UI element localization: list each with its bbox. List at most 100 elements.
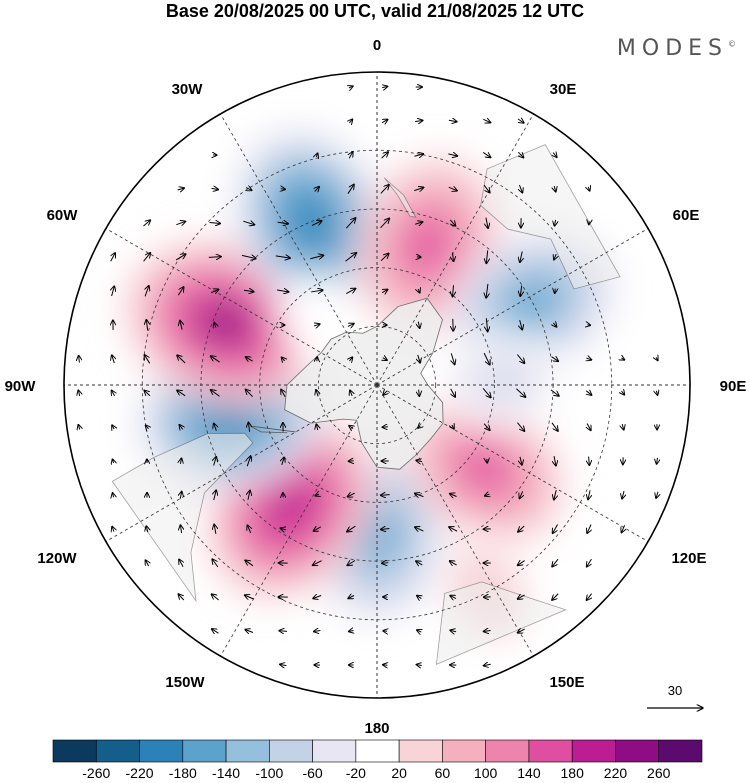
colorbar: -260 -220 -180 -140 -100 -60 -20 20 60 100 140 180 2… xyxy=(52,739,703,781)
colorbar-tick-label: 140 xyxy=(517,765,541,781)
wind-vector xyxy=(112,355,115,364)
colorbar-tick-label: -60 xyxy=(302,765,322,781)
colorbar-tick-label: -100 xyxy=(255,765,283,781)
wind-vector xyxy=(587,325,590,326)
colorbar-swatch xyxy=(355,739,400,763)
wind-vector xyxy=(550,389,559,396)
wind-vector xyxy=(450,595,457,598)
wind-vector xyxy=(280,528,286,530)
anomaly-high-55e xyxy=(464,450,505,489)
wind-vector xyxy=(143,220,150,227)
africa-landmass xyxy=(435,581,567,666)
wind-vector xyxy=(587,423,591,430)
lon-label-120e: 120E xyxy=(671,550,706,567)
brand-name: MODES xyxy=(616,36,728,61)
wind-vector xyxy=(415,493,424,496)
wind-vector xyxy=(180,491,182,499)
colorbar-tick-label: 20 xyxy=(391,765,407,781)
wind-vector xyxy=(417,595,422,598)
wind-vector xyxy=(210,289,219,292)
wind-vector xyxy=(519,184,522,193)
wind-vector xyxy=(312,561,322,566)
wind-vector xyxy=(277,222,289,224)
wind-vector xyxy=(316,424,317,431)
wind-vector xyxy=(144,390,151,395)
colorbar-swatch xyxy=(528,739,573,763)
colorbar-swatch xyxy=(52,739,97,763)
wind-vector xyxy=(350,390,352,396)
south-america-landmass xyxy=(111,432,254,603)
wind-vector xyxy=(347,324,354,327)
wind-vector xyxy=(552,593,559,600)
wind-vector xyxy=(587,524,591,534)
wind-vector xyxy=(245,357,253,361)
wind-vector xyxy=(245,560,254,567)
wind-vector xyxy=(622,423,624,430)
wind-vector xyxy=(519,491,522,498)
wind-vector xyxy=(78,390,79,397)
wind-vector xyxy=(175,254,186,261)
wind-vector xyxy=(518,525,525,532)
wind-vector xyxy=(145,286,149,297)
lon-label-60w: 60W xyxy=(47,207,79,224)
wind-vector xyxy=(383,665,388,666)
colorbar-swatch xyxy=(442,739,486,763)
wind-vector xyxy=(417,630,422,632)
wind-vector xyxy=(483,352,490,365)
wind-vector xyxy=(448,187,457,191)
wind-vector xyxy=(214,322,216,327)
wind-vector xyxy=(482,152,490,157)
antarctic-peninsula xyxy=(250,425,296,434)
wind-vector xyxy=(380,253,389,262)
wind-vector xyxy=(112,459,113,463)
wind-vector xyxy=(656,491,658,499)
wind-vector xyxy=(451,388,456,397)
wind-vector xyxy=(311,290,323,292)
wind-vector xyxy=(180,458,181,464)
wind-vector xyxy=(419,389,420,397)
wind-vector xyxy=(516,354,524,364)
wind-vector xyxy=(418,289,420,293)
wind-vector xyxy=(483,423,490,431)
wind-vector xyxy=(382,563,389,564)
wind-vector xyxy=(622,490,624,499)
wind-vector xyxy=(347,493,355,497)
wind-vector xyxy=(78,425,79,430)
wind-vector xyxy=(551,422,558,431)
lon-label-150e: 150E xyxy=(549,674,584,691)
wind-vector xyxy=(553,323,556,327)
wind-vector xyxy=(452,252,453,261)
colorbar-swatch xyxy=(485,739,530,763)
australia-landmass xyxy=(480,144,621,290)
wind-vector xyxy=(383,358,388,361)
brand-logo: MODES© xyxy=(617,36,736,61)
wind-vector xyxy=(243,221,254,225)
colorbar-tick-label: -140 xyxy=(212,765,240,781)
meridian-line xyxy=(220,384,378,657)
wind-vector xyxy=(112,425,114,429)
wind-vector xyxy=(349,357,352,361)
wind-vector xyxy=(520,319,523,330)
wind-vector xyxy=(214,490,217,501)
wind-vector xyxy=(112,526,114,531)
colorbar-tick-label: -20 xyxy=(346,765,366,781)
wind-vector xyxy=(277,290,289,292)
wind-vector xyxy=(177,188,185,190)
wind-vector xyxy=(348,630,353,631)
wind-vector xyxy=(146,526,147,533)
wind-vector xyxy=(588,490,590,499)
wind-vector xyxy=(177,390,186,397)
colorbar-swatch xyxy=(269,739,313,763)
colorbar-swatch xyxy=(658,739,703,763)
wind-vector xyxy=(486,283,488,298)
wind-vector xyxy=(553,153,557,158)
wind-vector xyxy=(347,184,354,194)
wind-vector xyxy=(381,152,389,159)
wind-vector xyxy=(554,186,556,192)
wind-vector xyxy=(281,357,284,361)
wind-vector xyxy=(349,426,353,429)
lon-label-90e: 90E xyxy=(720,378,747,395)
wind-vector xyxy=(552,524,558,534)
wind-vector xyxy=(483,184,490,193)
wind-vector xyxy=(280,664,287,665)
